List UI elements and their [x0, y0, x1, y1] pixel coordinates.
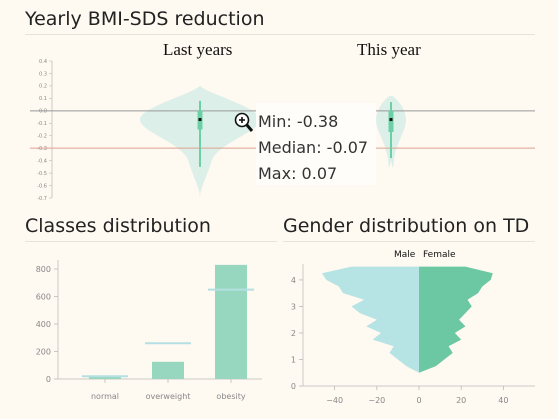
male-area [321, 266, 419, 386]
gender-y-tick-label: 1 [291, 355, 296, 364]
bar-x-tick-label: obesity [216, 392, 245, 401]
gender-legend-male: Male [394, 250, 416, 260]
tooltip-min: Min: -0.38 [258, 112, 339, 131]
tooltip-median: Median: -0.07 [258, 138, 369, 157]
violin-y-tick-label: -0.2 [37, 134, 47, 140]
gender-legend-female: Female [423, 250, 456, 260]
gender-y-tick-label: 0 [291, 382, 296, 391]
violin-y-tick-label: -0.1 [37, 121, 47, 127]
gender-area-chart[interactable]: 0 1 2 3 4 −40 −20 0 20 40 [280, 258, 550, 418]
gender-x-tick-label: −20 [368, 396, 385, 405]
gender-panel-title: Gender distribution on TD [283, 215, 530, 237]
tooltip-max: Max: 0.07 [258, 164, 338, 183]
zoom-in-magnifier-icon[interactable] [234, 112, 254, 134]
bmi-panel-title: Yearly BMI-SDS reduction [25, 8, 265, 30]
gender-y-tick-label: 4 [291, 276, 296, 285]
bar-obesity [215, 264, 247, 379]
classes-bar-chart[interactable]: 0 200 400 600 800 normal overweight obesity [0, 258, 270, 418]
violin-y-tick-label: -0.5 [37, 171, 47, 177]
violin-y-tick-label: -0.4 [37, 158, 47, 164]
gender-x-tick-label: 40 [498, 396, 508, 405]
bmi-violin-chart[interactable]: 0.4 0.3 0.2 0.1 0.0 -0.1 -0.2 -0.3 -0.4 -0.5 -0.6 -… [0, 0, 558, 210]
violin-y-tick-label: 0.0 [39, 109, 47, 115]
violin-y-tick-label: -0.3 [37, 146, 47, 152]
classes-panel-title: Classes distribution [25, 215, 211, 237]
classes-title-rule [25, 241, 277, 242]
stats-tooltip: Min: -0.38 Median: -0.07 Max: 0.07 [256, 103, 376, 185]
gender-x-tick-label: 20 [456, 396, 466, 405]
gender-x-tick-label: 0 [416, 396, 421, 405]
violin-y-tick-label: -0.7 [37, 196, 47, 202]
violin-y-tick-label: 0.4 [39, 59, 47, 65]
gender-y-tick-label: 3 [291, 302, 296, 311]
violin-median-dot [389, 118, 393, 122]
gender-title-rule [283, 241, 535, 242]
group-label-last-years: Last years [163, 40, 233, 59]
bar-x-tick-label: normal [91, 392, 119, 401]
violin-y-tick-label: 0.2 [39, 84, 47, 90]
violin-median-dot [198, 118, 202, 122]
violin-y-tick-label: 0.3 [39, 71, 47, 77]
violin-y-tick-label: 0.1 [39, 96, 47, 102]
female-area [419, 266, 493, 386]
bar-y-tick-label: 400 [36, 320, 51, 329]
violin-y-tick-label: -0.6 [37, 183, 47, 189]
gender-y-tick-label: 2 [291, 329, 296, 338]
bar-x-tick-label: overweight [146, 392, 191, 401]
bar-y-tick-label: 600 [36, 293, 51, 302]
bar-normal [89, 376, 121, 379]
group-label-this-year: This year [357, 40, 421, 59]
bar-y-tick-label: 0 [46, 375, 51, 384]
bar-y-tick-label: 200 [36, 348, 51, 357]
gender-x-tick-label: −40 [326, 396, 343, 405]
bar-y-tick-label: 800 [36, 265, 51, 274]
violin-box [388, 110, 394, 132]
bmi-title-rule [25, 34, 535, 35]
bar-overweight [152, 361, 184, 379]
